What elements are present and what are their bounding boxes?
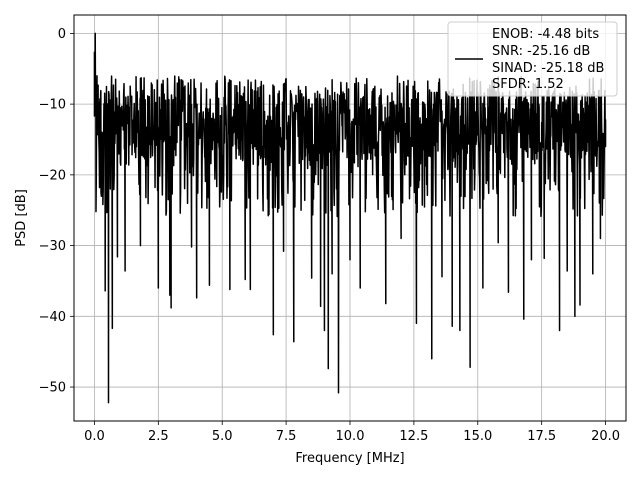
x-tick-label: 10.0 — [336, 429, 365, 444]
psd-series-line — [93, 32, 607, 404]
y-tick-label: −10 — [39, 98, 66, 113]
plot-area — [93, 32, 607, 404]
legend-box — [447, 21, 618, 97]
x-axis-label: Frequency [MHz] — [295, 451, 404, 466]
legend-sinad: SINAD: -25.18 dB — [492, 61, 604, 76]
y-axis-label: PSD [dB] — [14, 189, 29, 247]
x-tick-label: 17.5 — [527, 429, 556, 444]
x-tick-label: 15.0 — [463, 429, 492, 444]
y-tick-label: −40 — [39, 310, 66, 325]
x-axis-ticks: 0.0 2.5 5.0 7.5 10.0 12.5 15.0 17.5 20.0 — [84, 421, 620, 444]
legend: ENOB: -4.48 bits SNR: -25.16 dB SINAD: -… — [447, 21, 618, 97]
y-axis-ticks: 0 −10 −20 −30 −40 −50 — [39, 27, 74, 396]
legend-sfdr: SFDR: 1.52 — [492, 77, 564, 92]
y-tick-label: −20 — [39, 168, 66, 183]
x-tick-label: 5.0 — [212, 429, 233, 444]
legend-snr: SNR: -25.16 dB — [492, 44, 590, 59]
x-tick-label: 20.0 — [591, 429, 620, 444]
x-tick-label: 7.5 — [276, 429, 297, 444]
y-tick-label: 0 — [58, 27, 66, 42]
y-tick-label: −30 — [39, 239, 66, 254]
x-tick-label: 0.0 — [84, 429, 105, 444]
x-tick-label: 12.5 — [399, 429, 428, 444]
x-tick-label: 2.5 — [148, 429, 169, 444]
y-tick-label: −50 — [39, 381, 66, 396]
legend-enob: ENOB: -4.48 bits — [492, 27, 599, 42]
